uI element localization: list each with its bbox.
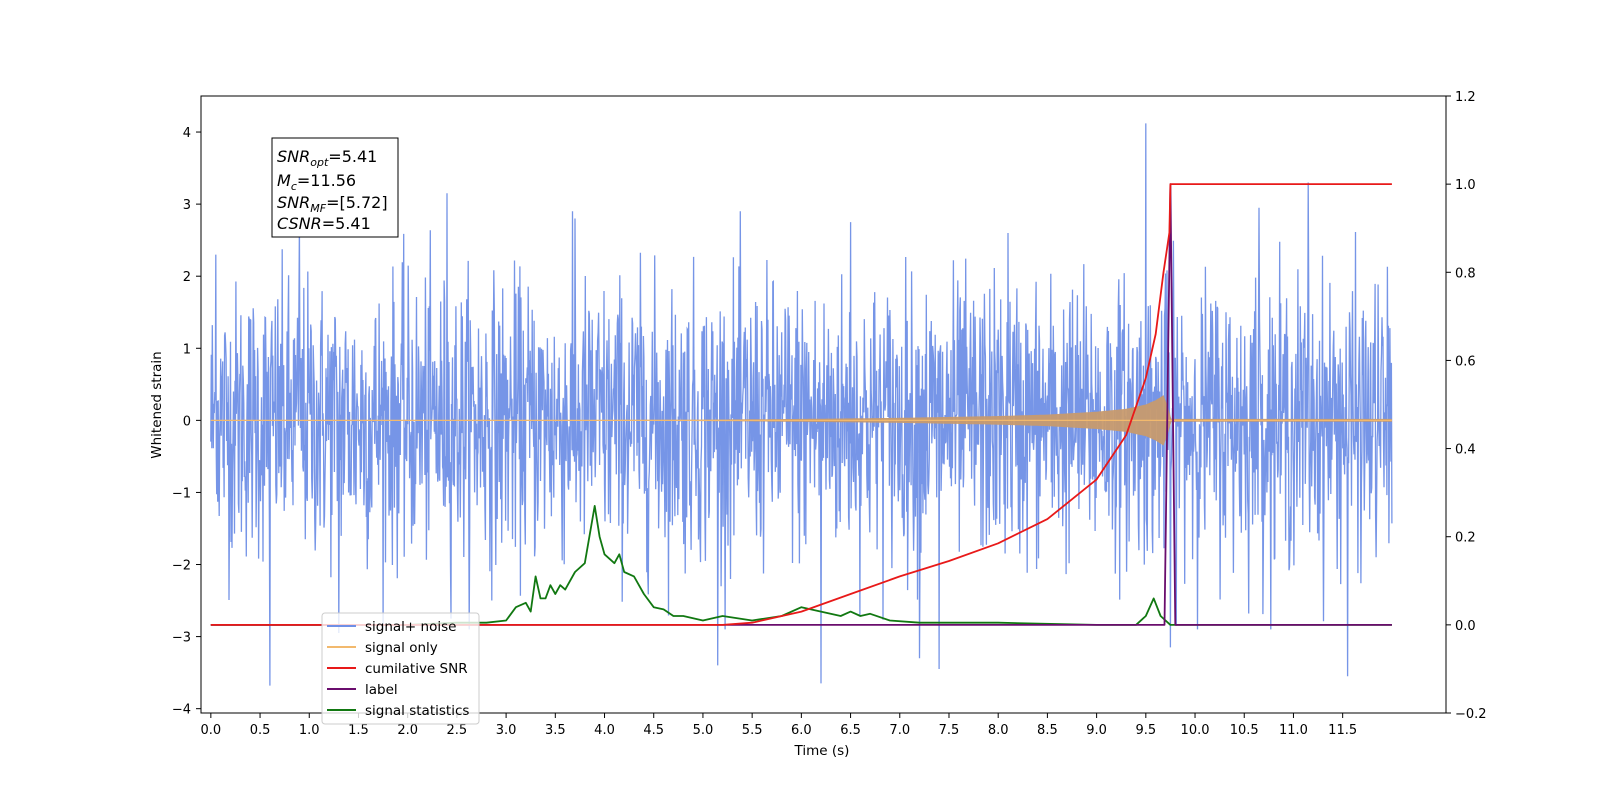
y2-tick-label: 0.6 [1455,354,1476,369]
legend-item: signal+ noise [327,619,456,635]
series-signal-statistics-line [210,505,1392,626]
y2-tick-label: 0.0 [1455,619,1476,634]
x-tick-label: 6.5 [840,723,861,738]
legend-item: signal statistics [327,703,469,719]
x-tick-label: 3.5 [545,723,566,738]
y2-tick-label: 1.0 [1455,178,1476,193]
series-cumilative-snr-line [210,183,1392,626]
y2-tick-label: −0.2 [1455,707,1487,722]
x-tick-label: 7.5 [939,723,960,738]
y-tick-label: −1 [172,486,191,501]
x-tick-label: 4.0 [594,723,615,738]
x-tick-label: 10.5 [1230,723,1259,738]
legend-label: label [365,682,398,698]
y2-tick-label: 0.8 [1455,266,1476,281]
y-tick-label: 3 [183,198,191,213]
y-axis-left: 4 3 2 1 0 −1 −2 −3 −4 [172,126,201,718]
annotation-snr-opt: SNRopt=5.41 [277,147,377,169]
y-axis-right: 1.2 1.0 0.8 0.6 0.4 0.2 0.0 −0.2 [1446,90,1487,722]
x-axis-label: Time (s) [794,743,850,759]
legend-label: signal+ noise [365,619,456,635]
y-tick-label: 4 [183,126,191,141]
annotation-csnr: CSNR=5.41 [277,214,371,233]
x-tick-label: 6.0 [791,723,812,738]
legend-label: signal statistics [365,703,469,719]
y-tick-label: 0 [183,414,191,429]
x-tick-label: 2.5 [447,723,468,738]
x-tick-label: 8.0 [988,723,1009,738]
legend-item: cumilative SNR [327,661,468,677]
x-tick-label: 9.0 [1086,723,1107,738]
x-tick-label: 11.5 [1328,723,1357,738]
x-tick-label: 0.0 [200,723,221,738]
y2-tick-label: 0.4 [1455,443,1476,458]
x-tick-label: 7.0 [889,723,910,738]
x-tick-label: 0.5 [250,723,271,738]
x-axis: 0.0 0.5 1.0 1.5 2.0 2.5 3.0 3.5 4.0 4.5 5.0 5.5 6.0 6… [200,713,1357,738]
x-tick-label: 3.0 [496,723,517,738]
annotation-mc: Mc=11.56 [277,171,356,193]
axes-frame [200,95,1447,714]
annotation-box: SNRopt=5.41 Mc=11.56 SNRMF=[5.72] CSNR=5… [271,137,399,238]
x-tick-label: 5.5 [742,723,763,738]
y-tick-label: −4 [172,703,191,718]
x-tick-label: 9.5 [1135,723,1156,738]
y2-tick-label: 1.2 [1455,90,1476,105]
legend-label: cumilative SNR [365,661,468,677]
x-tick-label: 1.5 [348,723,369,738]
legend-item: signal only [327,640,438,656]
y-axis-label: Whitened strain [149,351,165,458]
x-tick-label: 8.5 [1037,723,1058,738]
y-tick-label: −3 [172,631,191,646]
y-tick-label: 2 [183,270,191,285]
plot-area [210,123,1393,686]
annotation-snr-mf: SNRMF=[5.72] [277,193,388,215]
x-tick-label: 1.0 [299,723,320,738]
x-tick-label: 4.5 [643,723,664,738]
series-signal-noise-line [210,123,1393,686]
legend-item: label [327,682,398,698]
legend-label: signal only [365,640,438,656]
x-tick-label: 2.0 [397,723,418,738]
x-tick-label: 5.0 [693,723,714,738]
y2-tick-label: 0.2 [1455,531,1476,546]
y-tick-label: 1 [183,342,191,357]
legend: signal+ noise signal only cumilative SNR… [321,612,480,725]
y-tick-label: −2 [172,559,191,574]
x-tick-label: 11.0 [1279,723,1308,738]
x-tick-label: 10.0 [1181,723,1210,738]
